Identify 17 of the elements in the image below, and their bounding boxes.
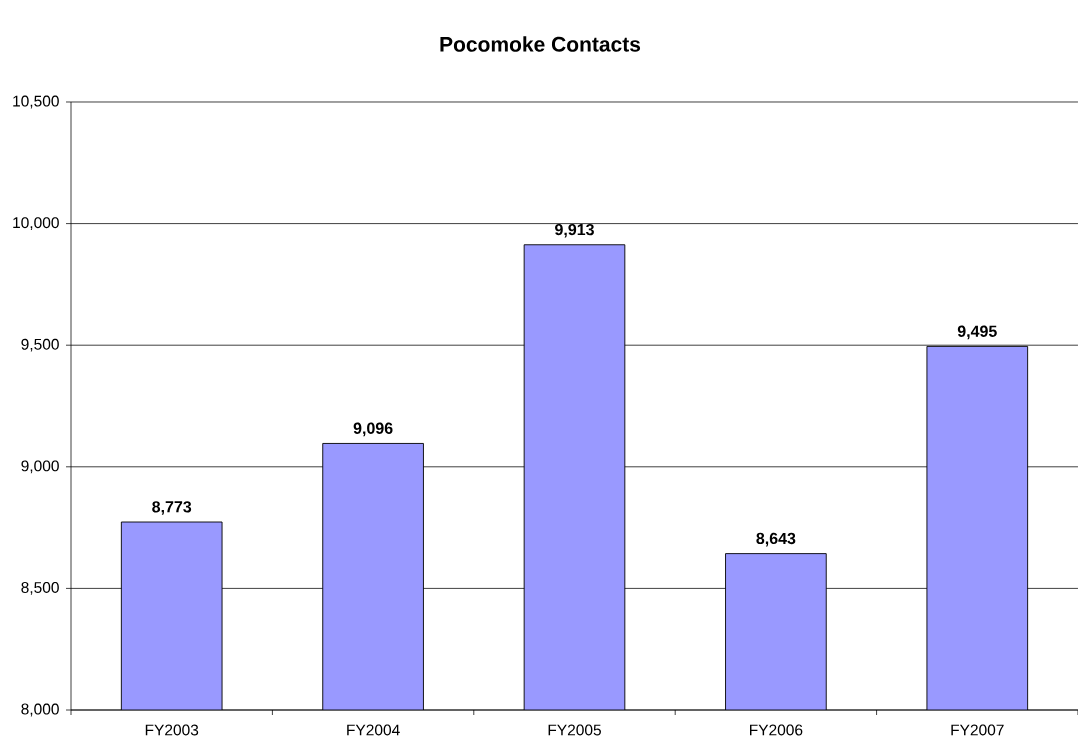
y-tick-label: 8,500	[21, 581, 59, 595]
x-tick-label: FY2003	[145, 724, 199, 736]
y-tick-label: 10,000	[13, 217, 59, 230]
x-tick-label: FY2005	[548, 724, 601, 736]
y-tick-label: 8,000	[21, 703, 59, 717]
y-tick-label: 9,500	[21, 338, 59, 352]
data-label: 9,096	[353, 422, 393, 437]
x-tick-label: FY2007	[951, 724, 1004, 736]
data-label: 9,913	[555, 223, 594, 238]
data-label: 8,773	[152, 501, 192, 515]
x-tick-label: FY2004	[347, 724, 400, 736]
data-label: 8,643	[756, 532, 796, 547]
x-tick-label: FY2006	[750, 724, 803, 736]
chart-title: Pocomoke Contacts	[440, 36, 641, 52]
y-tick-label: 9,000	[21, 460, 59, 474]
data-label: 9,495	[957, 325, 997, 340]
y-tick-label: 10,500	[13, 95, 59, 109]
